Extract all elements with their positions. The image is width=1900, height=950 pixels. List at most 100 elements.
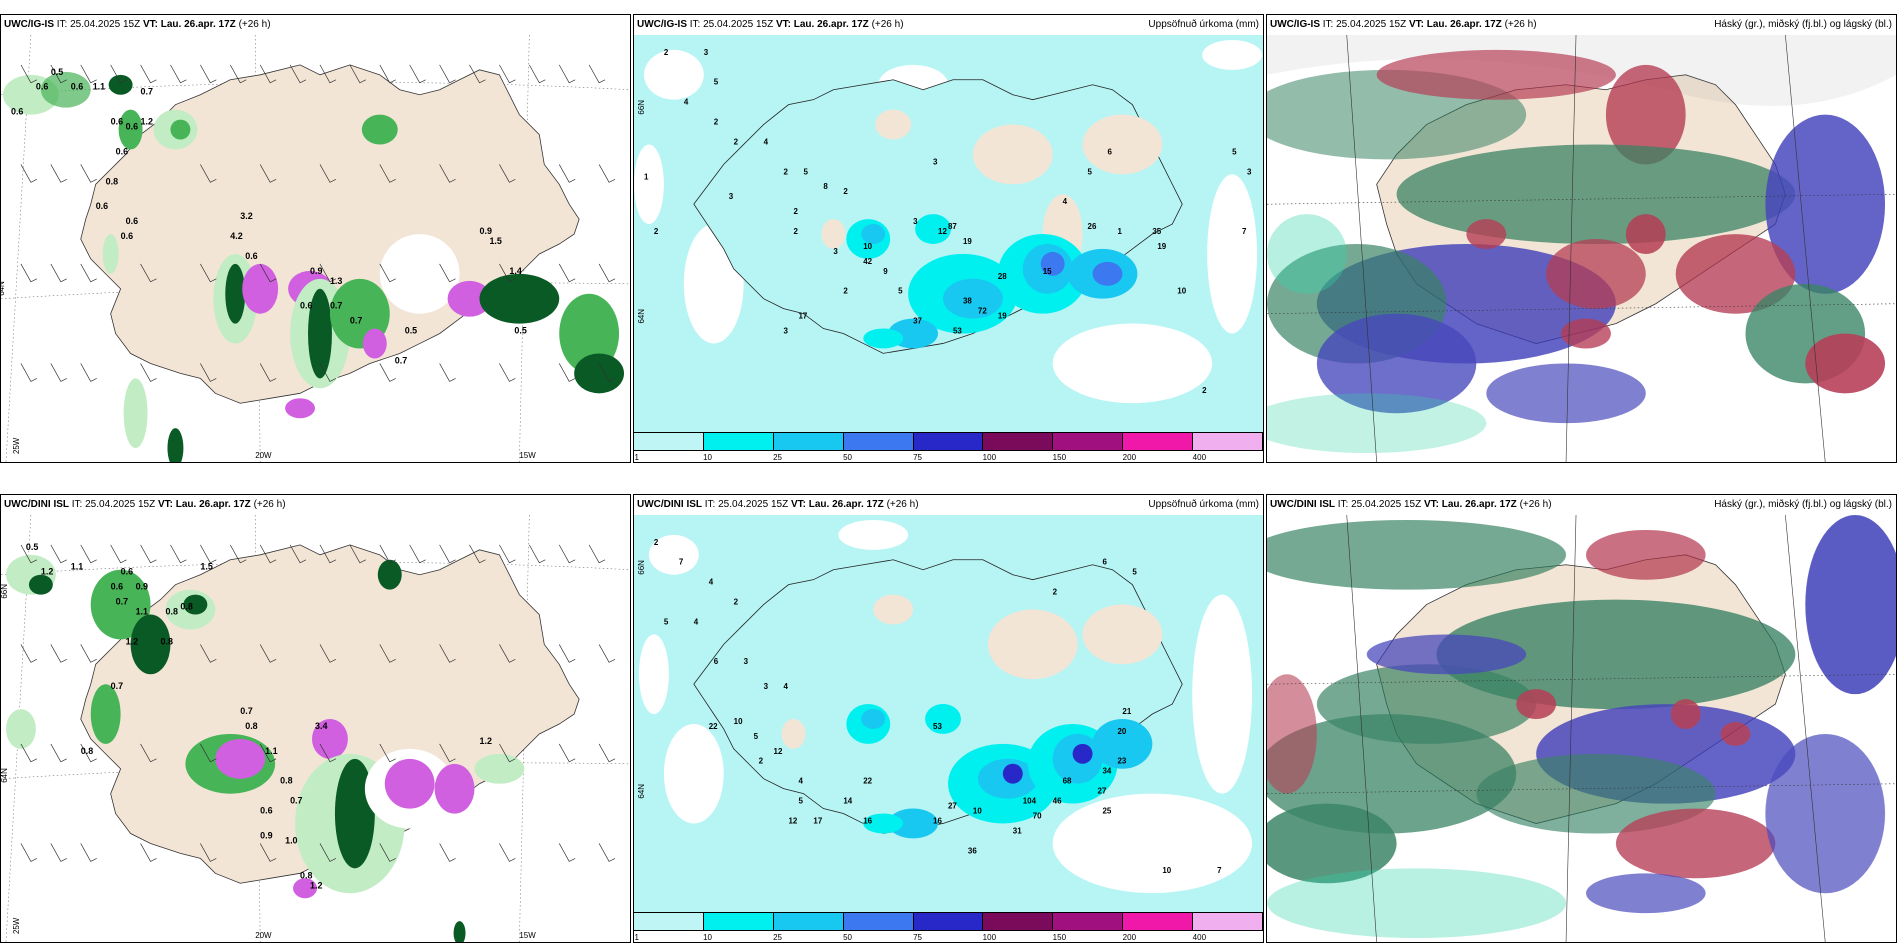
colorbar-label: 200 bbox=[1122, 933, 1137, 942]
value-label: 0.9 bbox=[260, 830, 272, 840]
map-accumulated-precip: 2 7 4 2 5 4 6 3 3 4 22 10 5 12 2 4 5 17 14 22 12 16 53 27 16 10 36… bbox=[634, 515, 1263, 912]
vt-label: VT: bbox=[142, 19, 158, 30]
value-label: 25 bbox=[1103, 807, 1112, 816]
lead-time: (+26 h) bbox=[1519, 499, 1552, 510]
colorbar-seg-25 bbox=[773, 913, 844, 930]
colorbar-label: 50 bbox=[843, 933, 853, 942]
value-label: 0.8 bbox=[81, 746, 93, 756]
lat-66n-label: 66N bbox=[1, 584, 9, 599]
value-label: 2 bbox=[793, 227, 798, 236]
it-value: 25.04.2025 15Z bbox=[703, 19, 774, 30]
value-label: 0.6 bbox=[260, 806, 272, 816]
colorbar-seg-75 bbox=[913, 913, 984, 930]
value-label: 0.7 bbox=[330, 301, 342, 311]
value-label: 2 bbox=[1053, 588, 1058, 597]
value-label: 27 bbox=[948, 802, 957, 811]
value-label: 4 bbox=[709, 578, 714, 587]
map-clouds bbox=[1267, 515, 1896, 942]
no-precip-areas bbox=[638, 519, 1253, 894]
precip-colorbar: 1 10 25 50 75 100 150 200 400 bbox=[634, 912, 1263, 942]
vt-value: Lau. 26.apr. 17Z bbox=[1441, 499, 1517, 510]
dry-land-areas bbox=[781, 594, 1163, 749]
value-label: 31 bbox=[1013, 826, 1022, 835]
lon-25w-label: 25W bbox=[12, 917, 21, 934]
value-label: 16 bbox=[863, 816, 872, 825]
value-label: 53 bbox=[933, 722, 942, 731]
colorbar-seg-200 bbox=[1123, 433, 1194, 450]
value-label: 9 bbox=[883, 267, 888, 276]
panel-row1-col3: UWC/IG-IS IT: 25.04.2025 15Z VT: Lau. 26… bbox=[1266, 14, 1897, 463]
model-name: UWC/DINI ISL bbox=[637, 499, 702, 510]
value-label: 15 bbox=[1043, 267, 1052, 276]
panel-row2-col2: UWC/DINI ISL IT: 25.04.2025 15Z VT: Lau.… bbox=[633, 494, 1264, 943]
vt-label: VT: bbox=[1423, 499, 1439, 510]
value-label: 2 bbox=[843, 287, 848, 296]
lat-65n-label: 66N bbox=[637, 100, 646, 115]
colorbar-labels: 1 10 25 50 75 100 150 200 400 bbox=[634, 452, 1263, 462]
value-label: 1.1 bbox=[93, 82, 105, 92]
colorbar-seg-75 bbox=[913, 433, 984, 450]
value-label: 3 bbox=[764, 682, 769, 691]
colorbar-label: 150 bbox=[1052, 933, 1067, 942]
value-label: 0.7 bbox=[116, 597, 128, 607]
colorbar-seg-400 bbox=[1193, 433, 1263, 450]
value-label: 1.1 bbox=[71, 562, 83, 572]
colorbar-seg-100 bbox=[983, 433, 1054, 450]
colorbar-seg-50 bbox=[843, 433, 914, 450]
value-label: 0.7 bbox=[290, 796, 302, 806]
colorbar-seg-200 bbox=[1123, 913, 1194, 930]
value-label: 12 bbox=[938, 227, 947, 236]
lead-time: (+26 h) bbox=[886, 499, 919, 510]
lead-time: (+26 h) bbox=[253, 499, 286, 510]
map-title: Háský (gr.), miðský (fj.bl.) og lágský (… bbox=[1714, 499, 1892, 510]
values: 0.50.6 0.6 1.1 0.70.60.6 1.20.60.60.80.60.60… bbox=[11, 67, 527, 366]
value-label: 4 bbox=[684, 98, 689, 107]
lead-time: (+26 h) bbox=[1504, 19, 1537, 30]
colorbar-label: 400 bbox=[1192, 933, 1207, 942]
vt-value: Lau. 26.apr. 17Z bbox=[808, 499, 884, 510]
value-label: 0.8 bbox=[165, 607, 177, 617]
colorbar-labels: 1 10 25 50 75 100 150 200 400 bbox=[634, 932, 1263, 942]
value-label: 4 bbox=[784, 682, 789, 691]
panel-header: UWC/DINI ISL IT: 25.04.2025 15Z VT: Lau.… bbox=[1, 495, 630, 515]
it-label: IT: bbox=[689, 19, 701, 30]
model-name: UWC/DINI ISL bbox=[4, 499, 69, 510]
value-label: 1.2 bbox=[41, 567, 53, 577]
dry-land-areas bbox=[821, 109, 1163, 274]
value-label: 5 bbox=[664, 617, 669, 626]
value-label: 0.6 bbox=[245, 251, 257, 261]
colorbar-seg-100 bbox=[983, 913, 1054, 930]
value-label: 37 bbox=[913, 317, 922, 326]
value-label: 87 bbox=[948, 222, 957, 231]
grid-lines bbox=[1267, 515, 1896, 942]
it-value: 25.04.2025 15Z bbox=[70, 19, 141, 30]
value-label: 1.0 bbox=[285, 835, 297, 845]
colorbar-label: 10 bbox=[703, 933, 713, 942]
panel-row2-col3: UWC/DINI ISL IT: 25.04.2025 15Z VT: Lau.… bbox=[1266, 494, 1897, 943]
model-name: UWC/DINI ISL bbox=[1270, 499, 1335, 510]
lon-15w-label: 15W bbox=[519, 451, 536, 460]
lead-time: (+26 h) bbox=[871, 19, 904, 30]
value-label: 1.2 bbox=[310, 880, 322, 890]
value-label: 2 bbox=[714, 118, 719, 127]
value-label: 5 bbox=[1088, 167, 1093, 176]
map-title: Háský (gr.), miðský (fj.bl.) og lágský (… bbox=[1714, 19, 1892, 30]
value-label: 5 bbox=[803, 167, 808, 176]
value-label: 0.6 bbox=[121, 231, 133, 241]
value-label: 5 bbox=[1132, 568, 1137, 577]
lat-64n-label: 64N bbox=[1, 281, 6, 296]
panel-header: UWC/IG-IS IT: 25.04.2025 15Z VT: Lau. 26… bbox=[634, 15, 1263, 35]
value-label: 4 bbox=[1063, 197, 1068, 206]
panel-header: UWC/DINI ISL IT: 25.04.2025 15Z VT: Lau.… bbox=[634, 495, 1263, 515]
it-value: 25.04.2025 15Z bbox=[85, 499, 156, 510]
colorbar-label: 25 bbox=[773, 453, 783, 462]
value-label: 7 bbox=[1217, 866, 1222, 875]
value-label: 4 bbox=[694, 617, 699, 626]
value-label: 72 bbox=[978, 307, 987, 316]
value-label: 0.7 bbox=[141, 87, 153, 97]
model-name: UWC/IG-IS bbox=[4, 19, 54, 30]
map-wind-precip: 0.5 1.2 1.1 0.6 0.6 0.9 0.7 1.1 1.2 0.8 0.8 1.5 0.8 0… bbox=[1, 515, 630, 942]
